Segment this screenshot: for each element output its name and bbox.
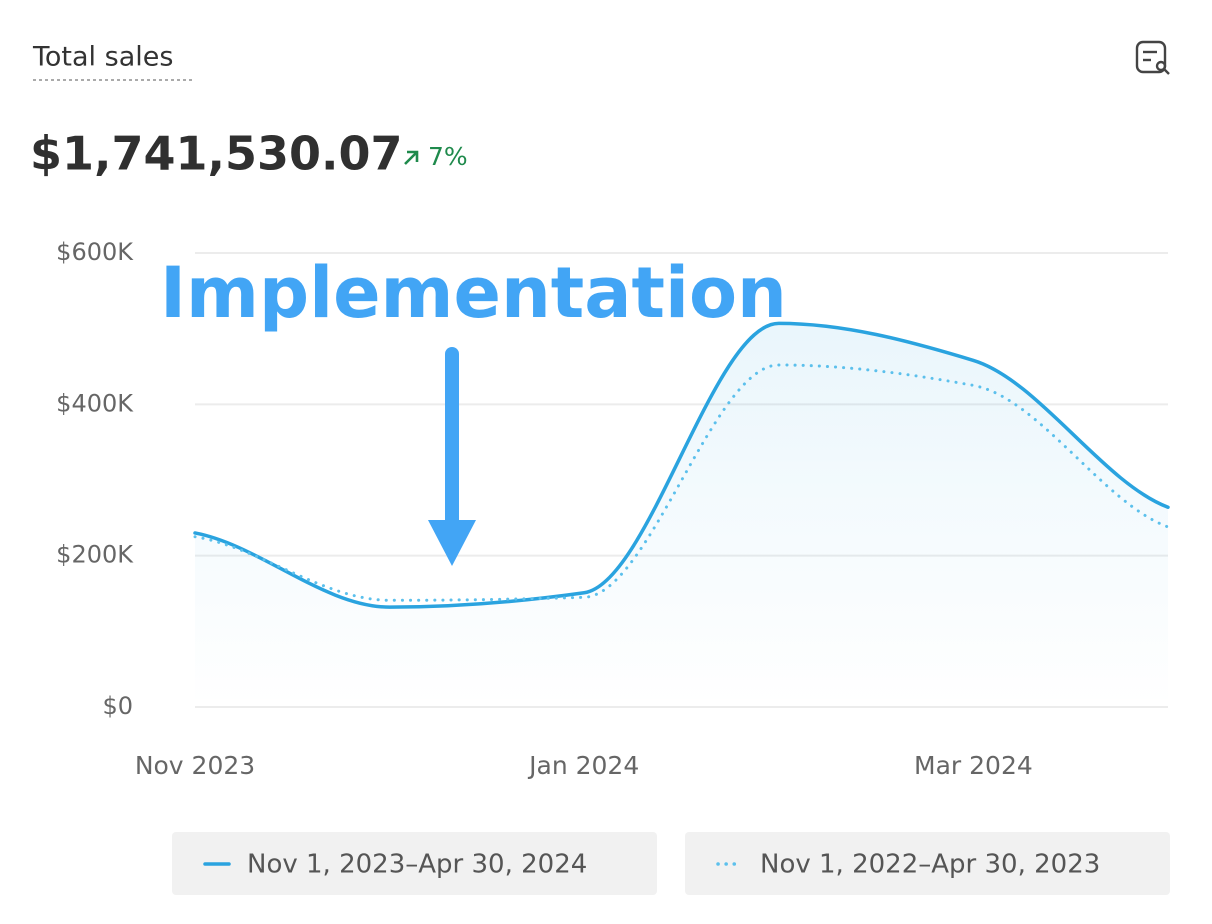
legend-label: Nov 1, 2022–Apr 30, 2023 bbox=[760, 850, 1100, 880]
x-tick-label: Mar 2024 bbox=[914, 751, 1033, 780]
y-tick-label: $400K bbox=[56, 389, 134, 417]
card-title[interactable]: Total sales bbox=[32, 42, 173, 73]
x-tick-label: Nov 2023 bbox=[135, 751, 255, 780]
annotation-arrow bbox=[428, 347, 476, 566]
legend-box bbox=[172, 832, 657, 895]
y-tick-label: $0 bbox=[102, 692, 133, 720]
legend-item[interactable]: Nov 1, 2022–Apr 30, 2023 bbox=[685, 832, 1170, 895]
series-line bbox=[193, 321, 1170, 609]
area bbox=[195, 323, 1168, 707]
legend-box bbox=[685, 832, 1170, 895]
series-line bbox=[193, 363, 1170, 602]
change-percent: 7% bbox=[428, 142, 468, 171]
explore-icon[interactable] bbox=[1135, 40, 1170, 75]
change-arrow bbox=[404, 150, 419, 165]
y-tick-label: $200K bbox=[56, 541, 134, 569]
annotation: Implementation bbox=[160, 252, 787, 334]
total-value: $1,741,530.07 bbox=[30, 127, 403, 181]
legend-label: Nov 1, 2023–Apr 30, 2024 bbox=[247, 850, 587, 880]
legend-item[interactable]: Nov 1, 2023–Apr 30, 2024 bbox=[172, 832, 657, 895]
x-tick-label: Jan 2024 bbox=[527, 751, 639, 780]
y-tick-label: $600K bbox=[56, 238, 134, 266]
